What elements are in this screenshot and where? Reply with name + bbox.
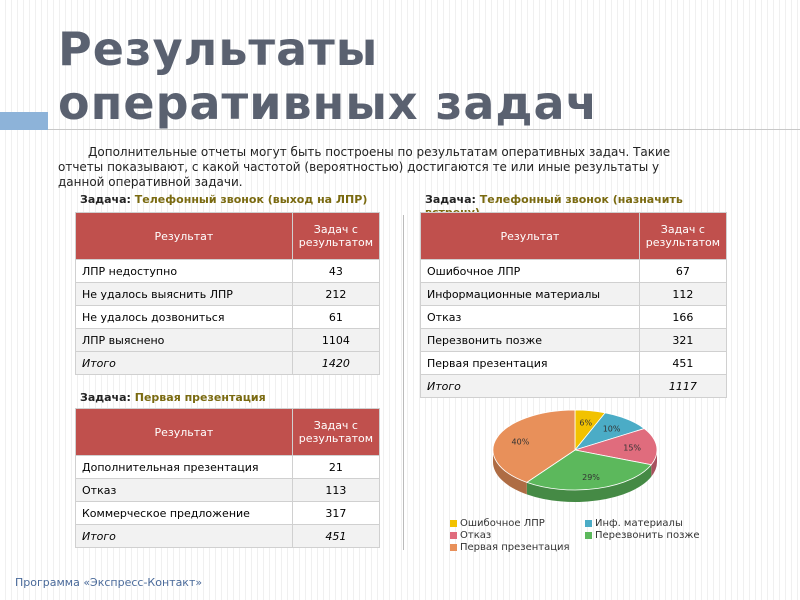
cell: 212 [291,282,381,306]
header-cell: Результат [75,212,293,260]
cell: 67 [638,259,728,283]
cell: Перезвонить позже [420,328,640,352]
cell: Отказ [75,478,293,502]
footer: Программа «Экспресс-Контакт» [15,576,203,589]
row: ЛПР выяснено 1104 [75,328,381,352]
row: Отказ 113 [75,478,381,502]
total-row: Итого 451 [75,524,381,548]
table: Результат Задач с результатом ЛПР недоступ… [75,212,381,375]
pie-side [493,450,527,495]
pie-side [651,450,657,477]
cell: Отказ [420,305,640,329]
legend-label: Ошибочное ЛПР [460,518,545,529]
legend-swatch [450,532,457,539]
header-row: Результат Задач с результатом [420,212,728,260]
cell: 113 [291,478,381,502]
header-row: Результат Задач с результатом [75,212,381,260]
task-name: Первая презентация [134,391,266,404]
pie-side [526,464,652,502]
cell: Итого [75,351,293,375]
row: Коммерческое предложение 317 [75,501,381,525]
task-name: Телефонный звонок (выход на ЛПР) [134,193,368,206]
table: Результат Задач с результатом Ошибочное ЛП… [420,212,728,398]
title: Результаты оперативных задач [58,22,599,130]
legend-label: Первая презентация [460,542,570,553]
row: Информационные материалы 112 [420,282,728,306]
header-cell: Результат [420,212,640,260]
legend-label: Инф. материалы [595,518,683,529]
task-label: Задача: Первая презентация [80,391,375,404]
rule [48,129,800,130]
header-row: Результат Задач с результатом [75,408,381,456]
cell: 451 [291,524,381,548]
cell: Не удалось дозвониться [75,305,293,329]
header-cell: Задач с результатом [291,408,381,456]
row: Перезвонить позже 321 [420,328,728,352]
cell: Коммерческое предложение [75,501,293,525]
cell: 1420 [291,351,381,375]
cell: 61 [291,305,381,329]
intro: Дополнительные отчеты могут быть построе… [58,145,671,189]
row: ЛПР недоступно 43 [75,259,381,283]
total-row: Итого 1117 [420,374,728,398]
cell: 451 [638,351,728,375]
cell: ЛПР выяснено [75,328,293,352]
legend-swatch [585,520,592,527]
header-cell: Результат [75,408,293,456]
data-label: 15% [623,443,641,452]
task-prefix: Задача: [80,193,131,206]
table: Результат Задач с результатом Дополнительн… [75,408,381,548]
legend-swatch [450,544,457,551]
header-cell: Задач с результатом [638,212,728,260]
cell: 1104 [291,328,381,352]
pie-slice [574,428,658,466]
legend-swatch [450,520,457,527]
cell: 112 [638,282,728,306]
cell: Итого [75,524,293,548]
task-label: Задача: Телефонный звонок (выход на ЛПР) [80,193,375,206]
task-prefix: Задача: [425,193,476,206]
row: Отказ 166 [420,305,728,329]
legend-label: Перезвонить позже [595,530,700,541]
task-prefix: Задача: [80,391,131,404]
cell: 321 [638,328,728,352]
cell: 166 [638,305,728,329]
row: Первая презентация 451 [420,351,728,375]
cell: Ошибочное ЛПР [420,259,640,283]
separator [403,215,404,550]
cell: Дополнительная презентация [75,455,293,479]
cell: 1117 [638,374,728,398]
cell: 43 [291,259,381,283]
pie-slice [525,449,652,491]
cell: Не удалось выяснить ЛПР [75,282,293,306]
cell: Информационные материалы [420,282,640,306]
pie-slice [492,409,576,483]
pie-chart: 6% 10% 15% 29% 40% Ошибочное ЛПР Инф. материал… [450,409,700,553]
cell: Первая презентация [420,351,640,375]
legend-label: Отказ [460,530,491,541]
data-label: 40% [512,437,530,446]
data-label: 29% [582,473,600,482]
cell: 21 [291,455,381,479]
row: Ошибочное ЛПР 67 [420,259,728,283]
cell: ЛПР недоступно [75,259,293,283]
row: Не удалось выяснить ЛПР 212 [75,282,381,306]
data-label: 6% [579,418,592,427]
row: Дополнительная презентация 21 [75,455,381,479]
row: Не удалось дозвониться 61 [75,305,381,329]
data-label: 10% [603,424,621,433]
total-row: Итого 1420 [75,351,381,375]
header-cell: Задач с результатом [291,212,381,260]
legend-swatch [585,532,592,539]
cell: Итого [420,374,640,398]
accent-stripe [0,112,48,130]
cell: 317 [291,501,381,525]
